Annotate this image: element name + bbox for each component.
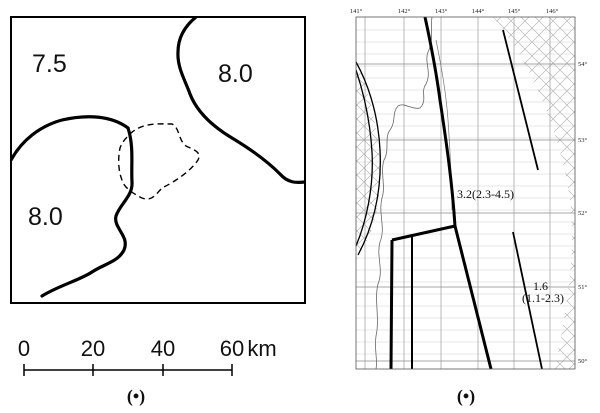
slip-rate-label-main: 3.2(2.3-4.5) <box>457 187 514 201</box>
coastline <box>375 17 433 369</box>
longitude-grid <box>364 17 551 369</box>
zone-label-8-0-lower: 8.0 <box>28 203 63 231</box>
fault-segment-south-east <box>453 225 493 369</box>
slip-rate-label-offshore: 1.6 <box>533 279 548 293</box>
scale-bar: 0 20 40 60 km <box>18 336 277 376</box>
offshore-fault-upper <box>502 29 539 171</box>
lat-tick-54: 54° <box>578 61 588 68</box>
slip-rate-range-offshore: (1.1-2.3) <box>522 291 564 305</box>
fault-segment-link <box>391 224 456 242</box>
right-map: 141° 142° 143° 144° 145° 146° 54° 53° 52… <box>350 8 588 407</box>
scale-tick-20: 20 <box>81 336 105 361</box>
lat-tick-53: 53° <box>578 137 588 144</box>
main-fault <box>423 17 457 227</box>
fault-west-inner <box>356 69 373 247</box>
lat-tick-52: 52° <box>578 210 588 217</box>
offshore-fault-lower <box>512 231 543 369</box>
zone-label-8-0-upper: 8.0 <box>218 60 253 88</box>
scale-tick-0: 0 <box>18 336 30 361</box>
lon-tick-143: 143° <box>435 8 448 15</box>
lon-tick-145: 145° <box>508 8 521 15</box>
zone-label-7-5: 7.5 <box>32 50 67 78</box>
left-caption: (•) <box>127 386 145 407</box>
right-map-frame <box>355 16 576 370</box>
lon-tick-146: 146° <box>546 8 559 15</box>
zone-boundary-left-arc <box>11 115 130 162</box>
scale-tick-40: 40 <box>151 336 175 361</box>
fault-west-outer <box>356 61 381 256</box>
lon-tick-142: 142° <box>398 8 411 15</box>
lat-tick-50: 50° <box>578 358 588 365</box>
right-caption: (•) <box>457 386 475 407</box>
lat-tick-51: 51° <box>578 284 588 291</box>
study-area-outline <box>117 123 200 200</box>
left-map-frame <box>10 16 306 304</box>
left-map: 7.5 8.0 8.0 0 20 40 60 km (•) <box>10 16 306 407</box>
scale-tick-60: 60 <box>220 336 244 361</box>
lon-tick-141: 141° <box>350 8 363 15</box>
zone-boundary-lower <box>40 126 134 298</box>
zone-boundary-upper <box>176 17 305 185</box>
hatched-region-east <box>493 17 575 369</box>
fault-segment-west-vertical <box>389 239 394 369</box>
scale-unit: km <box>247 336 276 361</box>
lon-tick-144: 144° <box>472 8 485 15</box>
